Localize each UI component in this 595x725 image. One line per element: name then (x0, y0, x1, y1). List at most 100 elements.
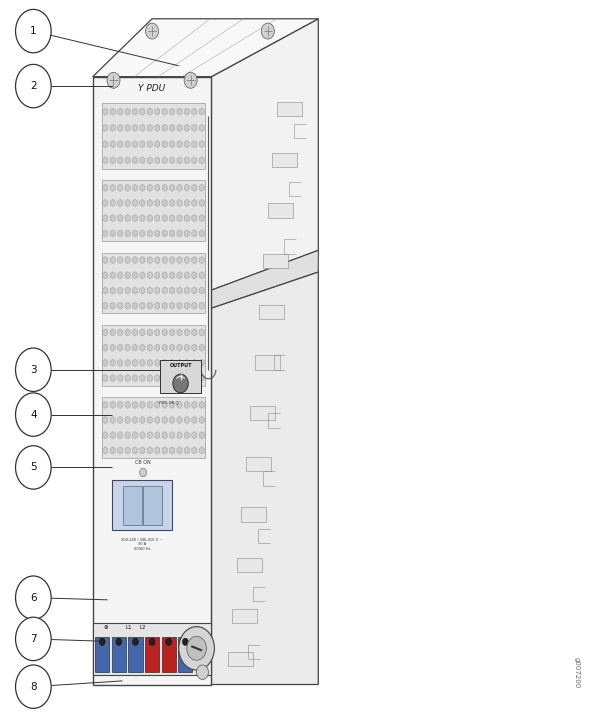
Polygon shape (118, 374, 123, 381)
Bar (237, 558, 262, 572)
Polygon shape (103, 401, 108, 408)
Polygon shape (162, 230, 167, 237)
Bar (241, 507, 266, 522)
Polygon shape (177, 401, 182, 408)
Polygon shape (184, 141, 190, 148)
Polygon shape (155, 447, 160, 454)
Text: 6: 6 (30, 592, 37, 602)
Polygon shape (140, 431, 145, 439)
Polygon shape (170, 215, 175, 222)
Bar (123, 486, 142, 525)
Polygon shape (118, 141, 123, 148)
Polygon shape (110, 272, 115, 279)
Polygon shape (162, 141, 167, 148)
Polygon shape (133, 302, 137, 310)
Polygon shape (211, 250, 318, 308)
Circle shape (107, 72, 120, 88)
Bar (160, 360, 201, 393)
Polygon shape (140, 374, 145, 381)
Polygon shape (110, 401, 115, 408)
Polygon shape (184, 287, 190, 294)
Polygon shape (199, 287, 204, 294)
Bar (178, 637, 192, 672)
Polygon shape (177, 374, 182, 381)
Polygon shape (184, 157, 190, 164)
Polygon shape (199, 215, 204, 222)
Polygon shape (148, 272, 152, 279)
Polygon shape (199, 302, 204, 310)
Polygon shape (103, 287, 108, 294)
Text: 5: 5 (30, 463, 37, 473)
Polygon shape (170, 230, 175, 237)
Polygon shape (140, 157, 145, 164)
Polygon shape (184, 302, 190, 310)
Circle shape (140, 468, 147, 477)
Polygon shape (125, 184, 130, 191)
Polygon shape (155, 360, 160, 366)
Polygon shape (155, 374, 160, 381)
Polygon shape (133, 374, 137, 381)
Polygon shape (155, 257, 160, 264)
Polygon shape (118, 157, 123, 164)
Polygon shape (133, 157, 137, 164)
Polygon shape (162, 184, 167, 191)
Polygon shape (118, 215, 123, 222)
Polygon shape (148, 329, 152, 336)
Polygon shape (133, 184, 137, 191)
Polygon shape (155, 302, 160, 310)
Polygon shape (170, 360, 175, 366)
Polygon shape (170, 124, 175, 131)
Polygon shape (133, 215, 137, 222)
Polygon shape (192, 447, 197, 454)
Polygon shape (211, 272, 318, 684)
Polygon shape (184, 401, 190, 408)
Polygon shape (118, 108, 123, 115)
Text: 200-240 / 346-415 V ~
30 A
50/60 Hz: 200-240 / 346-415 V ~ 30 A 50/60 Hz (121, 538, 162, 551)
Polygon shape (148, 447, 152, 454)
Polygon shape (199, 447, 204, 454)
Polygon shape (170, 184, 175, 191)
Polygon shape (110, 431, 115, 439)
Polygon shape (192, 329, 197, 336)
Polygon shape (118, 416, 123, 423)
Polygon shape (133, 344, 137, 352)
Polygon shape (184, 447, 190, 454)
Polygon shape (103, 124, 108, 131)
Polygon shape (199, 257, 204, 264)
Polygon shape (133, 257, 137, 264)
Polygon shape (140, 199, 145, 207)
Polygon shape (110, 215, 115, 222)
Polygon shape (125, 257, 130, 264)
Polygon shape (148, 374, 152, 381)
Polygon shape (184, 431, 190, 439)
Polygon shape (162, 416, 167, 423)
Polygon shape (125, 272, 130, 279)
Polygon shape (155, 416, 160, 423)
Polygon shape (192, 157, 197, 164)
Polygon shape (170, 401, 175, 408)
Polygon shape (133, 108, 137, 115)
Polygon shape (140, 329, 145, 336)
Polygon shape (162, 287, 167, 294)
Polygon shape (125, 215, 130, 222)
Polygon shape (133, 416, 137, 423)
Polygon shape (133, 272, 137, 279)
Polygon shape (184, 257, 190, 264)
Polygon shape (184, 108, 190, 115)
Bar (259, 304, 284, 319)
Bar (250, 406, 275, 420)
Polygon shape (125, 199, 130, 207)
Polygon shape (192, 374, 197, 381)
Polygon shape (103, 374, 108, 381)
Polygon shape (125, 157, 130, 164)
Polygon shape (125, 141, 130, 148)
Polygon shape (110, 124, 115, 131)
Polygon shape (110, 416, 115, 423)
Polygon shape (110, 287, 115, 294)
Polygon shape (110, 329, 115, 336)
Polygon shape (110, 199, 115, 207)
Polygon shape (148, 199, 152, 207)
Polygon shape (110, 184, 115, 191)
Text: L2: L2 (140, 625, 146, 630)
Polygon shape (184, 230, 190, 237)
